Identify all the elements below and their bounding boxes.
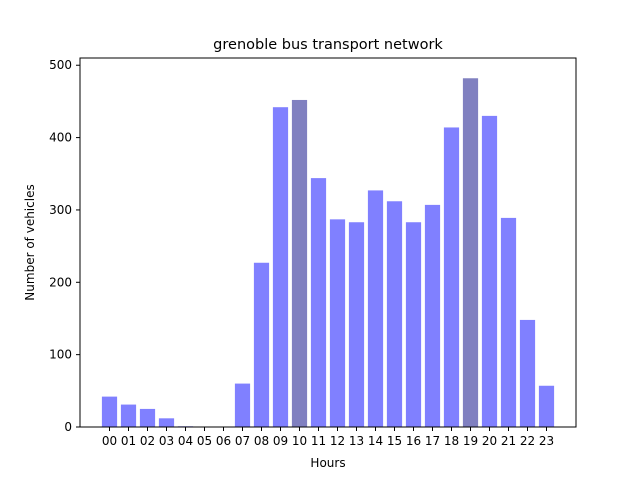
bar-07 [234, 383, 251, 427]
bar-17 [424, 204, 441, 427]
x-tick-label: 06 [216, 434, 231, 448]
bar-23 [538, 385, 555, 427]
x-tick-label: 15 [387, 434, 402, 448]
y-tick-label: 300 [49, 203, 72, 217]
bar-20 [481, 115, 498, 427]
x-tick-label: 23 [539, 434, 554, 448]
x-tick-label: 08 [254, 434, 269, 448]
x-tick-label: 14 [368, 434, 383, 448]
x-tick-label: 12 [330, 434, 345, 448]
x-tick-label: 11 [311, 434, 326, 448]
y-tick-label: 500 [49, 58, 72, 72]
x-tick-label: 07 [235, 434, 250, 448]
x-tick-label: 01 [121, 434, 136, 448]
chart-title: grenoble bus transport network [213, 37, 443, 53]
x-tick-label: 18 [444, 434, 459, 448]
y-tick-label: 400 [49, 131, 72, 145]
plot-frame [79, 57, 577, 428]
x-axis: 00 01 02 03 04 05 06 07 08 09 10 11 12 13 14 15 16 17 18 19… [102, 427, 554, 448]
bars-group [101, 78, 555, 428]
x-axis-title: Hours [310, 456, 345, 470]
bar-01 [120, 404, 137, 427]
y-axis-title: Number of vehicles [23, 184, 37, 300]
bar-00 [101, 396, 118, 427]
x-tick-label: 21 [501, 434, 516, 448]
x-tick-label: 09 [273, 434, 288, 448]
y-tick-label: 200 [49, 275, 72, 289]
bar-22 [519, 319, 536, 427]
x-tick-label: 05 [197, 434, 212, 448]
x-tick-label: 00 [102, 434, 117, 448]
y-tick-label: 100 [49, 348, 72, 362]
bar-16 [405, 222, 422, 427]
x-tick-label: 17 [425, 434, 440, 448]
x-tick-label: 13 [349, 434, 364, 448]
y-tick-label: 0 [64, 420, 72, 434]
bar-11 [310, 178, 327, 427]
bar-08 [253, 262, 270, 427]
x-tick-label: 10 [292, 434, 307, 448]
bar-14 [367, 190, 384, 427]
bar-21 [500, 217, 517, 427]
y-axis: 0 100 200 300 400 500 [49, 58, 80, 434]
x-tick-label: 02 [140, 434, 155, 448]
bar-10 [291, 99, 308, 428]
bar-03 [158, 418, 175, 427]
x-tick-label: 20 [482, 434, 497, 448]
bar-02 [139, 408, 156, 427]
bar-19 [462, 78, 479, 427]
x-tick-label: 04 [178, 434, 193, 448]
x-tick-label: 03 [159, 434, 174, 448]
x-tick-label: 16 [406, 434, 421, 448]
bar-13 [348, 222, 365, 427]
bar-15 [386, 201, 403, 427]
x-tick-label: 22 [520, 434, 535, 448]
bar-12 [329, 219, 346, 427]
bar-09 [272, 107, 289, 427]
bar-18 [443, 127, 460, 428]
x-tick-label: 19 [463, 434, 478, 448]
